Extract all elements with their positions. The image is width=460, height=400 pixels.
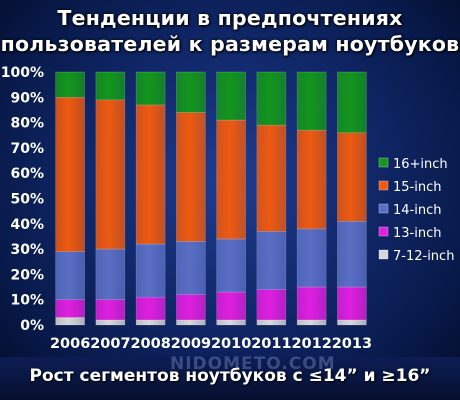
- legend-swatch: [378, 226, 389, 237]
- y-tick-label: 40%: [10, 217, 44, 233]
- bar-segment-14-inch: [337, 220, 367, 288]
- bar-segment-13-inch: [135, 296, 166, 321]
- watermark: NIDOMETO.COM: [170, 354, 336, 374]
- bar-segment-15-inch: [216, 119, 246, 240]
- bar-segment-16-inch: [256, 71, 287, 126]
- y-tick-label: 0%: [20, 318, 44, 334]
- x-tick-label: 2010: [211, 336, 251, 352]
- bar-segment-14-inch: [176, 241, 206, 295]
- bar-segment-14-inch: [256, 231, 287, 290]
- footer-band: [0, 357, 460, 400]
- bar-segment-13-inch: [55, 299, 85, 318]
- bar-segment-15-inch: [256, 124, 287, 232]
- legend-swatch: [378, 203, 389, 214]
- bar-segment-15-inch: [135, 104, 166, 245]
- legend-label: 7-12-inch: [393, 249, 454, 264]
- bar-segment-16-inch: [296, 71, 327, 131]
- bar-segment-7-12-inch: [296, 319, 327, 326]
- bar-segment-13-inch: [296, 286, 327, 321]
- bar-segment-15-inch: [55, 97, 85, 252]
- y-tick-label: 50%: [10, 192, 44, 208]
- bar-segment-7-12-inch: [55, 317, 85, 326]
- bar-segment-7-12-inch: [256, 319, 287, 326]
- bar-segment-16-inch: [95, 71, 126, 101]
- y-tick-label: 70%: [10, 141, 44, 157]
- legend-swatch: [378, 249, 389, 260]
- bar-segment-15-inch: [337, 132, 367, 222]
- y-tick-label: 30%: [10, 242, 44, 258]
- x-tick-label: 2009: [171, 336, 211, 352]
- bar-segment-16-inch: [337, 71, 367, 134]
- bar-segment-14-inch: [296, 228, 327, 288]
- bar-segment-15-inch: [95, 99, 126, 250]
- y-tick-label: 20%: [10, 267, 44, 283]
- bar-segment-15-inch: [176, 112, 206, 242]
- x-tick-label: 2013: [332, 336, 372, 352]
- x-tick-label: 2007: [90, 336, 130, 352]
- bar-segment-13-inch: [216, 291, 246, 321]
- bar-segment-13-inch: [176, 294, 206, 321]
- bar-segment-7-12-inch: [95, 319, 126, 326]
- legend-swatch: [378, 180, 389, 191]
- bar-segment-16-inch: [55, 71, 85, 98]
- bar-segment-14-inch: [55, 251, 85, 301]
- bar-segment-13-inch: [256, 289, 287, 321]
- x-tick-label: 2011: [251, 336, 291, 352]
- bar-segment-16-inch: [176, 71, 206, 113]
- bar-segment-14-inch: [135, 243, 166, 298]
- bar-segment-14-inch: [216, 238, 246, 293]
- legend-label: 14-inch: [393, 203, 441, 218]
- x-tick-label: 2006: [50, 336, 90, 352]
- chart-title-line1: Тенденции в предпочтениях: [57, 6, 403, 30]
- bar-segment-14-inch: [95, 248, 126, 301]
- legend-swatch: [378, 157, 389, 168]
- bar-segment-13-inch: [95, 299, 126, 321]
- bar-segment-13-inch: [337, 286, 367, 321]
- chart-title-line2: пользователей к размерам ноутбуков: [0, 32, 460, 56]
- y-tick-label: 10%: [10, 293, 44, 309]
- y-tick-label: 100%: [1, 65, 44, 81]
- y-tick-label: 90%: [10, 90, 44, 106]
- bar-segment-7-12-inch: [135, 319, 166, 326]
- bar-segment-7-12-inch: [176, 319, 206, 326]
- bar-segment-16-inch: [216, 71, 246, 121]
- bar-segment-16-inch: [135, 71, 166, 106]
- bar-segment-7-12-inch: [337, 319, 367, 326]
- legend-label: 13-inch: [393, 226, 441, 241]
- x-tick-label: 2008: [130, 336, 170, 352]
- y-tick-label: 60%: [10, 166, 44, 182]
- y-tick-label: 80%: [10, 116, 44, 132]
- bar-segment-7-12-inch: [216, 319, 246, 326]
- legend-label: 16+inch: [393, 157, 448, 172]
- footer-caption: Рост сегментов ноутбуков с ≤14” и ≥16”: [29, 366, 431, 386]
- x-tick-label: 2012: [291, 336, 331, 352]
- bar-segment-15-inch: [296, 129, 327, 230]
- legend-label: 15-inch: [393, 180, 441, 195]
